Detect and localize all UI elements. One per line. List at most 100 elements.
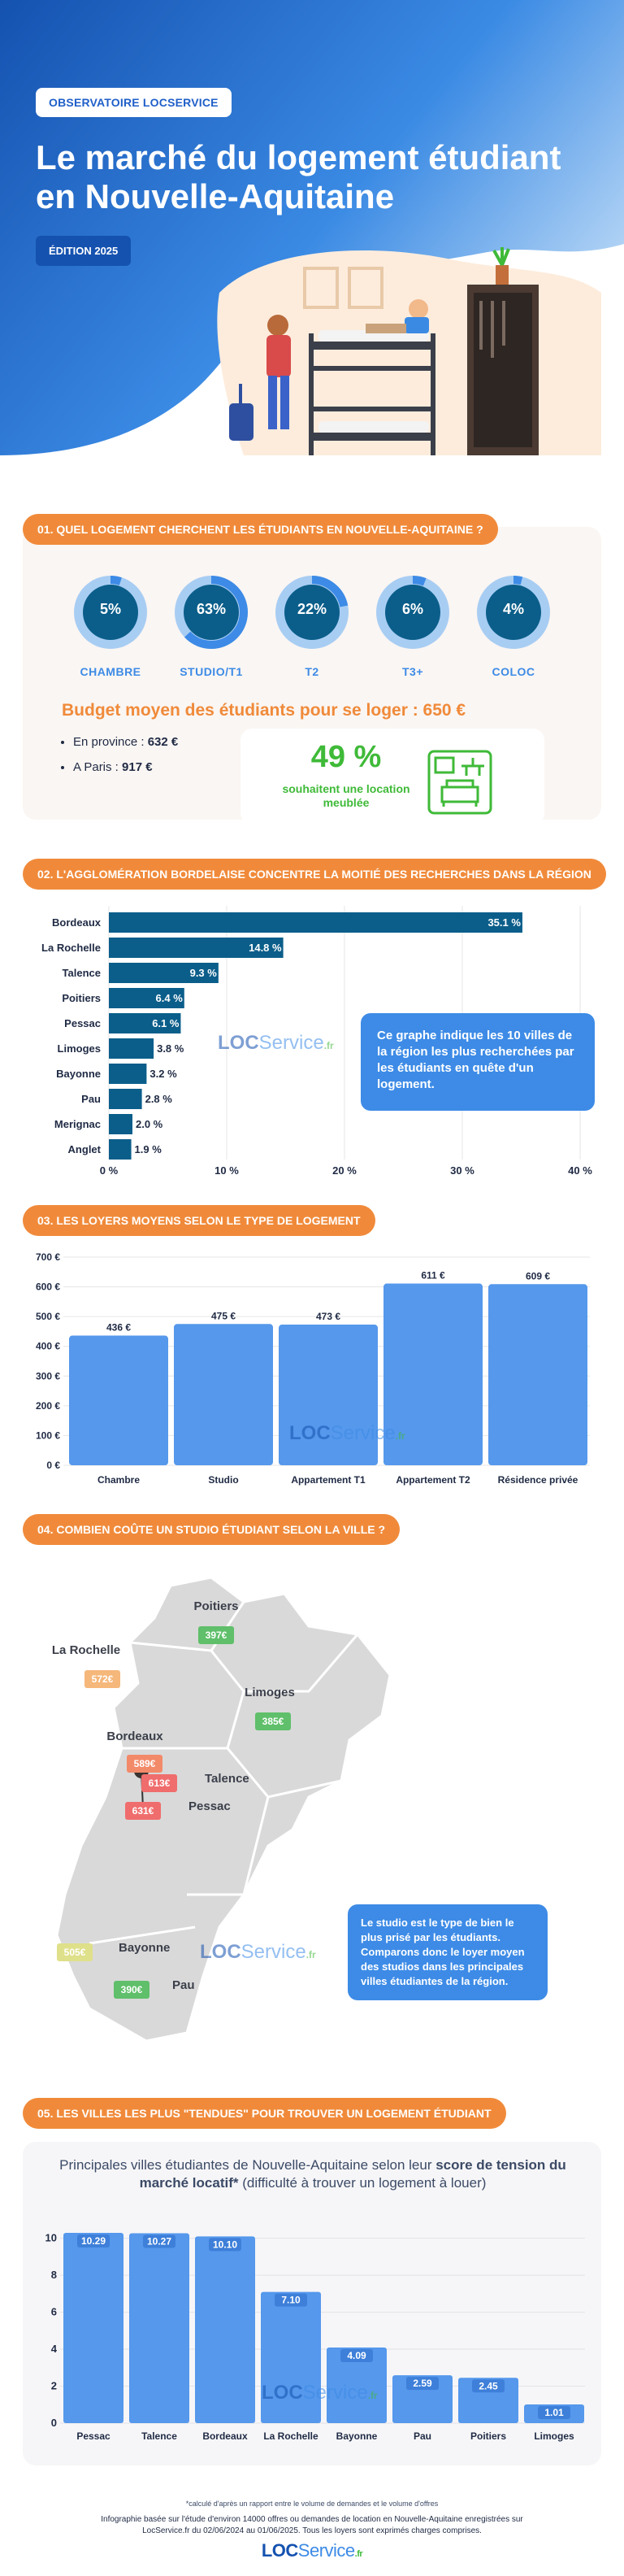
bar-value-label: 4.09 (347, 2350, 366, 2361)
y-category-label: Anglet (68, 1143, 102, 1155)
bar-value-label: 2.8 % (145, 1093, 173, 1105)
bar-value-bg (77, 2234, 110, 2248)
bar-value-bg (209, 2238, 241, 2252)
donut-label: T2 (305, 665, 319, 678)
bar-value-label: 609 € (526, 1270, 550, 1281)
map-price-tag (84, 1670, 120, 1688)
y-tick-label: 10 (46, 2232, 57, 2244)
y-tick-label: 8 (51, 2269, 57, 2281)
y-category-label: Pau (81, 1093, 101, 1105)
x-category-label: Bordeaux (202, 2430, 248, 2442)
map-city-label: Bayonne (119, 1941, 170, 1955)
donut-arc (376, 576, 449, 649)
x-category-label: Pau (414, 2430, 431, 2442)
y-tick-label: 6 (51, 2306, 57, 2318)
bar (109, 938, 284, 958)
furnished-card (240, 729, 544, 825)
y-tick-label: 2 (51, 2380, 57, 2392)
map-price-label: 385€ (262, 1716, 284, 1727)
bar (384, 1283, 483, 1465)
map-price-label: 572€ (92, 1673, 114, 1685)
map-price-label: 505€ (64, 1947, 86, 1958)
donut-4 (376, 576, 449, 649)
y-tick-label: 300 € (36, 1370, 60, 1382)
logo-fr: .fr (354, 2549, 363, 2559)
bar-value-bg (472, 2379, 505, 2393)
x-category-label: Poitiers (470, 2430, 506, 2442)
map-city-label: Poitiers (193, 1599, 238, 1613)
bar-value-label: 3.2 % (150, 1068, 177, 1080)
bar (109, 1013, 181, 1033)
donut-value: 63% (196, 601, 227, 617)
furniture-icon (427, 750, 492, 815)
donut-center (284, 585, 340, 640)
bar-value-label: 10.27 (147, 2236, 171, 2247)
map-price-label: 390€ (121, 1984, 143, 1995)
bar-value-bg (143, 2234, 176, 2248)
x-tick-label: 40 % (568, 1164, 592, 1177)
bar-value-label: 1.01 (544, 2407, 564, 2418)
bar-value-label: 10.10 (213, 2239, 237, 2250)
bar-value-label: 436 € (106, 1322, 131, 1334)
x-category-label: La Rochelle (263, 2430, 318, 2442)
hero-banner: OBSERVATOIRE LOCSERVICE Le marché du log… (0, 0, 624, 455)
y-tick-label: 700 € (36, 1251, 60, 1263)
brand-tag: OBSERVATOIRE LOCSERVICE (36, 88, 232, 117)
bar (261, 2291, 321, 2423)
bar-value-label: 473 € (316, 1311, 340, 1322)
map-price-label: 397€ (206, 1630, 228, 1641)
furnished-percentage: 49 % (310, 740, 382, 774)
y-category-label: Bordeaux (52, 916, 102, 929)
donut-arc (275, 576, 349, 649)
map-city-label: Pau (172, 1978, 195, 1992)
furnished-text: souhaitent une location meublée (282, 782, 410, 809)
x-tick-label: 0 % (100, 1164, 119, 1177)
donut-value: 6% (401, 601, 423, 617)
map-watermark: LOCService.fr (200, 1941, 316, 1963)
budget-paris-label: A Paris : (73, 760, 123, 774)
bar (129, 2233, 189, 2423)
bar-value-label: 10.29 (81, 2235, 106, 2247)
region-map: Poitiers 397€ La Rochelle 572€ Limoges 385€ Bo… (52, 1576, 392, 2043)
map-city-label: Bordeaux (106, 1730, 163, 1743)
bar-value-label: 475 € (211, 1310, 236, 1321)
donut-5 (477, 576, 550, 649)
search-share-chart: 0 % 10 % 20 % 30 % 40 % Bordeaux 35.1 % La Roch… (41, 906, 592, 1177)
tension-subtitle-c: (difficulté à trouver un logement à loue… (238, 2175, 487, 2191)
bar (63, 2233, 124, 2423)
bar (109, 1139, 132, 1160)
x-category-label: Appartement T2 (396, 1474, 470, 1486)
student-room-illustration (229, 247, 539, 455)
y-tick-label: 0 (51, 2417, 57, 2429)
donut-label: STUDIO/T1 (180, 665, 243, 678)
bar (109, 963, 219, 983)
y-tick-label: 100 € (36, 1429, 60, 1441)
map-price-label: 613€ (149, 1778, 171, 1789)
donut-center (486, 585, 541, 640)
map-city-label: Limoges (245, 1686, 295, 1699)
footer-logo: LOCService.fr (0, 2540, 624, 2561)
donut-label: CHAMBRE (80, 665, 141, 678)
donut-center (184, 585, 239, 640)
bar-value-label: 14.8 % (249, 942, 282, 954)
chart-watermark: LOCService.fr (262, 2382, 378, 2404)
bar-value-label: 9.3 % (190, 967, 218, 979)
bar-value-label: 6.1 % (152, 1017, 180, 1029)
bar-value-bg (340, 2349, 373, 2363)
edition-badge: ÉDITION 2025 (36, 236, 132, 266)
y-category-label: Merignac (54, 1118, 101, 1130)
map-price-label: 631€ (132, 1805, 154, 1817)
x-category-label: Studio (208, 1474, 238, 1486)
y-category-label: La Rochelle (41, 942, 101, 954)
logo-loc: LOC (261, 2540, 298, 2561)
bar (327, 2348, 387, 2423)
chart-watermark: LOCService.fr (218, 1032, 334, 1054)
y-tick-label: 200 € (36, 1400, 60, 1412)
section-header-4: 04. COMBIEN COÛTE UN STUDIO ÉTUDIANT SEL… (23, 1514, 401, 1545)
bar (109, 988, 184, 1008)
region-shape (55, 1576, 392, 2043)
logo-service: Service (297, 2540, 355, 2561)
footnote: *calculé d'après un rapport entre le vol… (185, 2500, 439, 2508)
donut-arc (477, 576, 550, 649)
bar (195, 2236, 255, 2423)
